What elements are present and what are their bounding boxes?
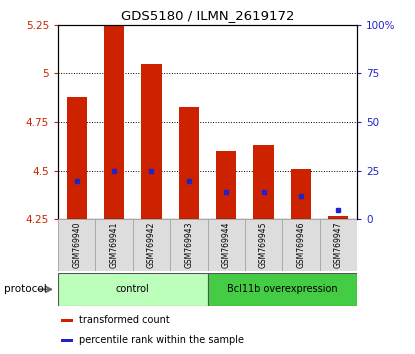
- Bar: [178, 107, 199, 219]
- Bar: [95, 219, 133, 271]
- Bar: [253, 145, 274, 219]
- Bar: [328, 216, 349, 219]
- Bar: [141, 64, 162, 219]
- Bar: [61, 319, 73, 322]
- Bar: [282, 219, 320, 271]
- Bar: [58, 273, 208, 306]
- Title: GDS5180 / ILMN_2619172: GDS5180 / ILMN_2619172: [121, 9, 294, 22]
- Bar: [320, 219, 357, 271]
- Text: GSM769941: GSM769941: [110, 222, 119, 268]
- Bar: [170, 219, 208, 271]
- Text: GSM769944: GSM769944: [222, 222, 231, 268]
- Bar: [290, 169, 311, 219]
- Text: GSM769945: GSM769945: [259, 222, 268, 268]
- Bar: [208, 273, 357, 306]
- Bar: [245, 219, 282, 271]
- Text: GSM769946: GSM769946: [296, 222, 305, 268]
- Text: GSM769942: GSM769942: [147, 222, 156, 268]
- Text: protocol: protocol: [4, 284, 47, 295]
- Text: GSM769943: GSM769943: [184, 222, 193, 268]
- Text: percentile rank within the sample: percentile rank within the sample: [79, 335, 244, 346]
- Bar: [208, 219, 245, 271]
- Text: Bcl11b overexpression: Bcl11b overexpression: [227, 284, 337, 295]
- Bar: [133, 219, 170, 271]
- Text: GSM769940: GSM769940: [72, 222, 81, 268]
- Text: GSM769947: GSM769947: [334, 222, 343, 268]
- Bar: [61, 339, 73, 342]
- Bar: [216, 152, 237, 219]
- Bar: [66, 97, 87, 219]
- Text: control: control: [116, 284, 150, 295]
- Text: transformed count: transformed count: [79, 315, 170, 325]
- Bar: [104, 0, 124, 219]
- Bar: [58, 219, 95, 271]
